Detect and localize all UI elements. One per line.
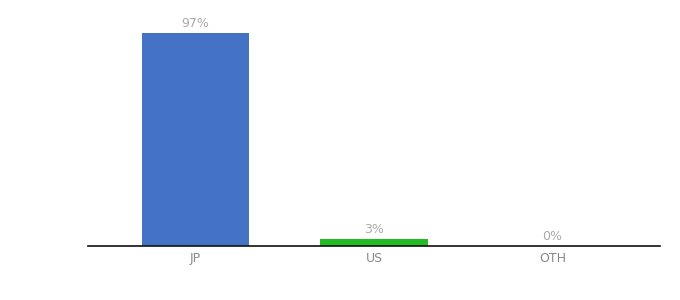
- Bar: [142, 33, 249, 246]
- Bar: [320, 239, 428, 246]
- Text: 97%: 97%: [182, 17, 209, 30]
- Text: 0%: 0%: [543, 230, 562, 243]
- Text: 3%: 3%: [364, 223, 384, 236]
